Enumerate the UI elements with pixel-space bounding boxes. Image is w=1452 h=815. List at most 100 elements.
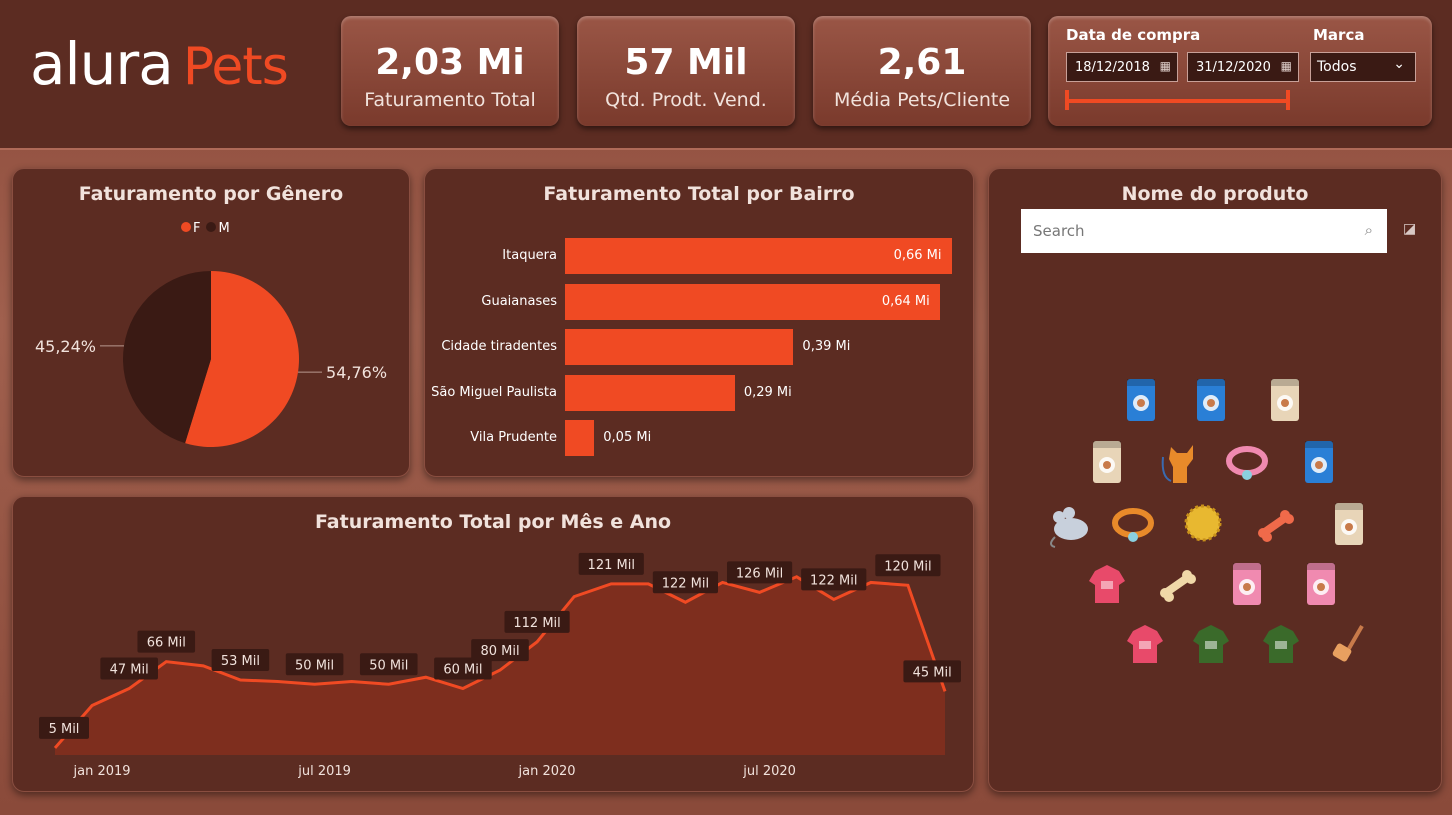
- bar-são-miguel-paulista[interactable]: [565, 374, 735, 411]
- svg-text:5 Mil: 5 Mil: [49, 722, 80, 737]
- gender-chart-legend: F M: [181, 221, 230, 236]
- bar-category-label: São Miguel Paulista: [431, 384, 557, 400]
- bar-data-label: 0,64 Mi: [881, 293, 930, 309]
- pie-data-label: 45,24%: [35, 337, 96, 356]
- svg-text:122 Mil: 122 Mil: [810, 573, 857, 588]
- brand-select[interactable]: Todos ⌄: [1310, 52, 1416, 82]
- bar-data-label: 0,05 Mi: [603, 430, 652, 445]
- chevron-down-icon: ⌄: [1393, 56, 1405, 72]
- area-fill: [55, 576, 945, 755]
- date-slider-end-handle[interactable]: [1286, 90, 1290, 110]
- blue-dog-food-bag-icon[interactable]: [1119, 375, 1163, 425]
- product-panel-title: Nome do produto: [1121, 183, 1309, 205]
- pie-slice-m[interactable]: [123, 271, 211, 444]
- pet-treat-bag-icon[interactable]: [1327, 499, 1371, 549]
- bairro-chart-title: Faturamento Total por Bairro: [543, 183, 855, 205]
- pie-data-label: 54,76%: [326, 363, 387, 382]
- bar-guaianases[interactable]: [565, 283, 940, 320]
- spiky-ball-toy-icon[interactable]: [1181, 499, 1225, 549]
- bar-itaquera[interactable]: [565, 238, 952, 274]
- pink-pet-coat-icon[interactable]: [1123, 619, 1167, 669]
- brand-filter-label: Marca: [1313, 26, 1365, 44]
- svg-text:50 Mil: 50 Mil: [369, 658, 408, 673]
- x-axis-tick-label: jan 2019: [73, 764, 131, 779]
- date-start-input[interactable]: 18/12/2018 ▦: [1066, 52, 1178, 82]
- blue-cat-food-bag-icon[interactable]: [1297, 437, 1341, 487]
- area-data-label: 60 Mil: [434, 657, 492, 680]
- kpi-value: 2,61: [877, 42, 967, 83]
- area-data-label: 121 Mil: [578, 552, 644, 575]
- x-axis-tick-label: jul 2020: [742, 764, 796, 779]
- gender-pie-chart: 54,76% 45,24%: [35, 271, 387, 448]
- bar-data-label: 0,66 Mi: [893, 248, 942, 263]
- date-end-input[interactable]: 31/12/2020 ▦: [1187, 52, 1299, 82]
- pie-slice-f[interactable]: [185, 271, 300, 448]
- pink-collar-tag-icon[interactable]: [1225, 437, 1269, 487]
- logo-text-pets: Pets: [182, 37, 289, 97]
- bairro-chart-panel: Faturamento Total por Bairro Itaquera 0,6…: [424, 168, 974, 477]
- area-line[interactable]: [53, 575, 947, 749]
- legend-item-m[interactable]: M: [206, 221, 230, 236]
- toy-mouse-icon[interactable]: [1047, 499, 1091, 549]
- bone-icon[interactable]: [1155, 559, 1199, 609]
- area-data-label: 47 Mil: [100, 657, 158, 680]
- green-pet-sweater-icon[interactable]: [1259, 619, 1303, 669]
- date-end-value: 31/12/2020: [1196, 60, 1271, 75]
- gender-chart-title: Faturamento por Gênero: [78, 183, 344, 205]
- logo-text-alura: alura: [30, 30, 174, 98]
- eraser-icon[interactable]: ◪: [1403, 221, 1417, 237]
- area-data-label: 112 Mil: [504, 610, 570, 633]
- monthly-area-chart: 5 Mil 47 Mil 66 Mil 53 Mil 50 Mil 50 Mil 60 Mi…: [39, 552, 961, 779]
- bar-data-label: 0,29 Mi: [743, 384, 792, 400]
- monthly-chart-panel: Faturamento Total por Mês e Ano 5 Mil 47 …: [12, 496, 974, 792]
- product-search-input[interactable]: Search ⌕: [1021, 209, 1387, 253]
- pink-pet-coat-icon[interactable]: [1085, 559, 1129, 609]
- gender-chart-panel: Faturamento por Gênero F M 54,76% 45,24%: [12, 168, 410, 477]
- area-data-label: 50 Mil: [359, 653, 418, 676]
- bar-vila-prudente[interactable]: [565, 420, 595, 456]
- search-icon[interactable]: ⌕: [1364, 221, 1373, 239]
- svg-text:66 Mil: 66 Mil: [147, 636, 186, 651]
- svg-text:60 Mil: 60 Mil: [443, 663, 482, 678]
- bar-cidade-tiradentes[interactable]: [565, 329, 794, 365]
- area-data-label: 122 Mil: [801, 568, 867, 591]
- pet-treat-bag-icon[interactable]: [1263, 375, 1307, 425]
- kpi-label: Qtd. Prodt. Vend.: [605, 89, 767, 111]
- svg-text:53 Mil: 53 Mil: [221, 654, 260, 669]
- kpi-label: Faturamento Total: [364, 89, 536, 111]
- green-pet-sweater-icon[interactable]: [1189, 619, 1233, 669]
- kpi-quantidade-produtos: 57 Mil Qtd. Prodt. Vend.: [577, 16, 795, 126]
- area-data-label: 50 Mil: [285, 653, 344, 676]
- blue-dog-food-bag-icon[interactable]: [1189, 375, 1233, 425]
- bone-collar-icon[interactable]: [1253, 499, 1297, 549]
- kpi-value: 57 Mil: [624, 42, 748, 83]
- bar-category-label: Itaquera: [502, 248, 557, 263]
- area-data-label: 45 Mil: [903, 660, 961, 683]
- date-start-value: 18/12/2018: [1075, 60, 1150, 75]
- date-slider-start-handle[interactable]: [1065, 90, 1069, 110]
- grooming-brush-icon[interactable]: [1329, 619, 1373, 669]
- filter-panel: Data de compra 18/12/2018 ▦ 31/12/2020 ▦…: [1048, 16, 1432, 126]
- calendar-icon[interactable]: ▦: [1280, 59, 1292, 73]
- calendar-icon[interactable]: ▦: [1159, 59, 1171, 73]
- orange-collar-icon[interactable]: [1111, 499, 1155, 549]
- area-data-label: 5 Mil: [39, 716, 89, 739]
- area-data-label: 120 Mil: [875, 554, 941, 577]
- area-data-label: 66 Mil: [137, 630, 196, 653]
- bar-data-label: 0,39 Mi: [802, 339, 851, 354]
- legend-item-f[interactable]: F: [181, 221, 200, 236]
- pink-treat-bag-icon[interactable]: [1225, 559, 1269, 609]
- svg-text:120 Mil: 120 Mil: [884, 559, 931, 574]
- search-placeholder: Search: [1033, 222, 1085, 240]
- dog-with-leash-icon[interactable]: [1157, 437, 1201, 487]
- date-range-slider[interactable]: [1066, 99, 1288, 103]
- monthly-chart-title: Faturamento Total por Mês e Ano: [314, 511, 672, 533]
- cat-food-can-icon[interactable]: [1299, 559, 1343, 609]
- area-data-label: 122 Mil: [652, 571, 719, 594]
- bar-category-label: Guaianases: [481, 293, 557, 309]
- legend-dot-icon: [181, 222, 191, 232]
- area-data-label: 80 Mil: [471, 639, 529, 662]
- date-filter-label: Data de compra: [1066, 26, 1201, 44]
- area-data-label: 53 Mil: [211, 649, 270, 672]
- pet-treat-bag-icon[interactable]: [1085, 437, 1129, 487]
